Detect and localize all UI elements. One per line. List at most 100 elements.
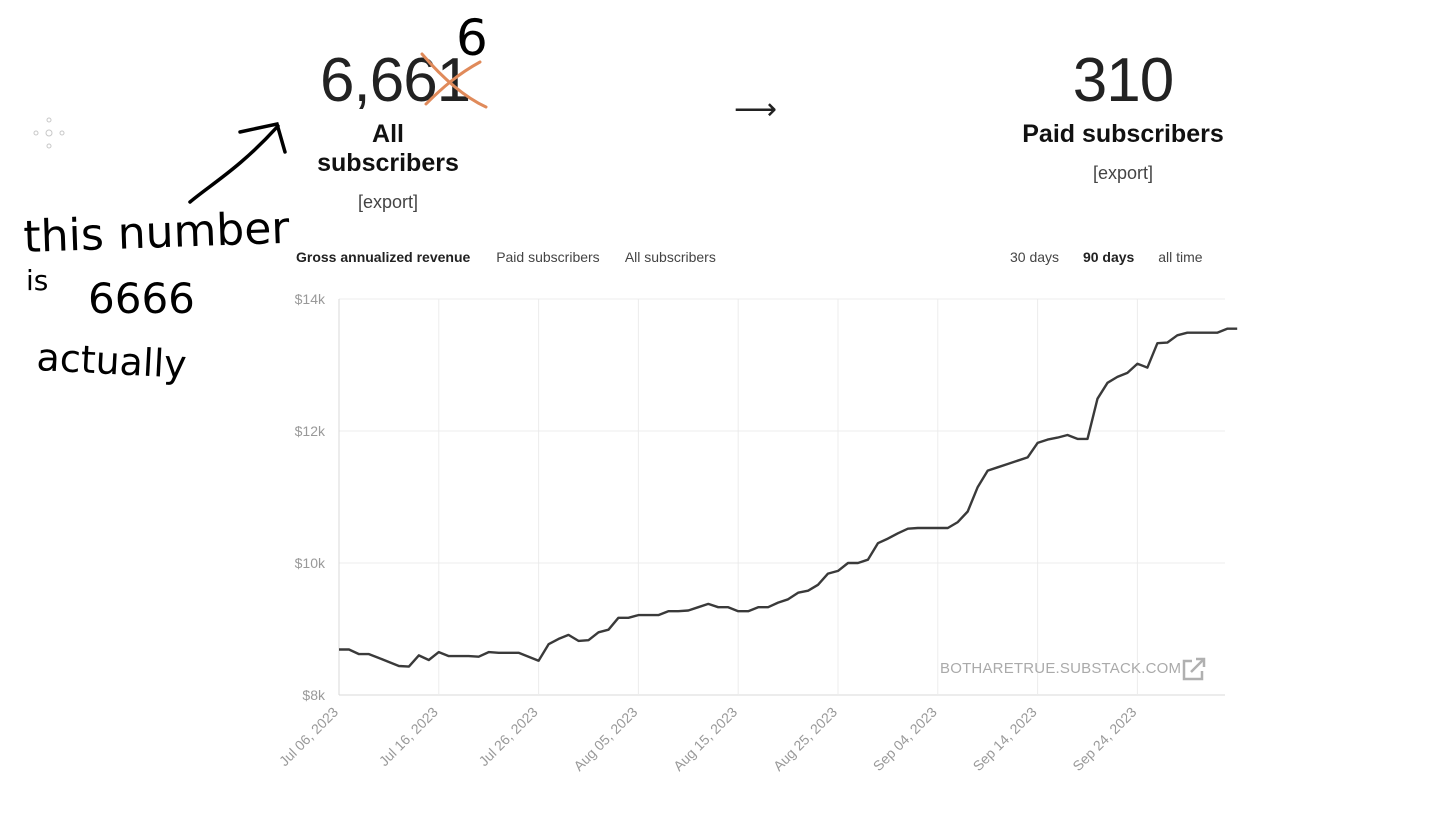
series-point [636, 613, 640, 617]
note-line-2: is [26, 264, 48, 297]
series-point [387, 660, 391, 664]
series-point [1235, 327, 1239, 331]
series-point [1225, 327, 1229, 331]
series-point [1086, 437, 1090, 441]
tab-all-subscribers[interactable]: All subscribers [624, 249, 716, 265]
y-axis-ticks: $8k $10k $12k $14k [295, 291, 326, 703]
x-tick-label: Jul 16, 2023 [376, 704, 441, 769]
series-point [507, 651, 511, 655]
series-line [339, 327, 1238, 668]
series-point [696, 605, 700, 609]
export-paid-link[interactable]: [export] [1092, 163, 1154, 183]
series-point [517, 651, 521, 655]
series-point [1175, 333, 1179, 337]
series-point [706, 602, 710, 606]
series-point [826, 572, 830, 576]
x-tick-label: Jul 26, 2023 [475, 704, 540, 769]
series-point [726, 605, 730, 609]
series-point [367, 652, 371, 656]
series-point [756, 605, 760, 609]
external-link-icon[interactable] [1182, 657, 1206, 681]
series-point [557, 637, 561, 641]
series-point [577, 639, 581, 643]
series-point [646, 613, 650, 617]
series-point [666, 609, 670, 613]
series-point [1095, 397, 1099, 401]
series-point [596, 630, 600, 634]
series-point [1046, 438, 1050, 442]
series-point [856, 561, 860, 565]
series-point [656, 613, 660, 617]
series-point [996, 465, 1000, 469]
x-tick-label: Sep 04, 2023 [870, 704, 940, 774]
x-tick-label: Aug 15, 2023 [670, 704, 740, 774]
series-point [616, 616, 620, 620]
series-point [477, 655, 481, 659]
series-point [397, 664, 401, 668]
tab-30-days[interactable]: 30 days [1010, 249, 1060, 265]
drag-handle-icon[interactable] [33, 117, 65, 149]
series-point [676, 609, 680, 613]
series-point [746, 609, 750, 613]
series-point [407, 665, 411, 669]
handwritten-note: this number is 6666 actually [23, 203, 292, 387]
x-tick-label: Aug 05, 2023 [570, 704, 640, 774]
series-point [587, 638, 591, 642]
strike-mark [420, 52, 488, 109]
tab-gross-annualized-revenue[interactable]: Gross annualized revenue [296, 249, 471, 265]
tab-all-time[interactable]: all time [1158, 249, 1203, 265]
series-point [776, 601, 780, 605]
series-point [936, 526, 940, 530]
series-point [816, 583, 820, 587]
series-point [1145, 366, 1149, 370]
series-point [766, 605, 770, 609]
series-point [1215, 331, 1219, 335]
range-tabs: 30 days 90 days all time [1010, 249, 1203, 265]
series-layer [337, 327, 1239, 669]
series-point [547, 642, 551, 646]
series-point [966, 510, 970, 514]
arrow-icon: ⟶ [734, 93, 778, 126]
note-line-1: this number [23, 203, 292, 263]
chart-grid [338, 298, 1225, 696]
series-point [1195, 331, 1199, 335]
paid-subscribers-stat: 310 Paid subscribers [export] [1020, 50, 1226, 184]
paid-subscribers-label: Paid subscribers [1022, 120, 1224, 148]
x-tick-label: Sep 14, 2023 [970, 704, 1040, 774]
series-point [716, 605, 720, 609]
x-axis-ticks: Jul 06, 2023 Jul 16, 2023 Jul 26, 2023 Aug … [276, 704, 1140, 774]
y-tick-label: $8k [302, 687, 326, 703]
annotation-arrow [188, 121, 287, 204]
series-point [347, 647, 351, 651]
series-point [846, 561, 850, 565]
series-point [487, 650, 491, 654]
series-point [1115, 375, 1119, 379]
all-subscribers-stat: 6,661 All subscribers [export] [300, 50, 476, 213]
y-tick-label: $12k [295, 423, 326, 439]
series-point [796, 591, 800, 595]
series-point [1205, 331, 1209, 335]
series-point [1036, 441, 1040, 445]
series-point [786, 597, 790, 601]
tab-90-days[interactable]: 90 days [1082, 249, 1135, 265]
series-point [686, 609, 690, 613]
note-line-3: 6666 [88, 274, 195, 323]
paid-subscribers-count: 310 [1072, 46, 1174, 115]
series-point [836, 569, 840, 573]
export-all-link[interactable]: [export] [357, 192, 419, 212]
series-point [467, 654, 471, 658]
series-point [447, 654, 451, 658]
note-line-4: actually [36, 335, 188, 387]
series-point [417, 653, 421, 657]
series-point [1125, 371, 1129, 375]
series-point [1155, 341, 1159, 345]
correction-digit: 6 [456, 9, 488, 67]
all-subscribers-label: All subscribers [317, 120, 459, 177]
series-point [1026, 455, 1030, 459]
series-point [1105, 381, 1109, 385]
series-point [337, 647, 341, 651]
series-point [537, 659, 541, 663]
x-tick-label: Sep 24, 2023 [1069, 704, 1139, 774]
tab-paid-subscribers[interactable]: Paid subscribers [496, 249, 600, 265]
